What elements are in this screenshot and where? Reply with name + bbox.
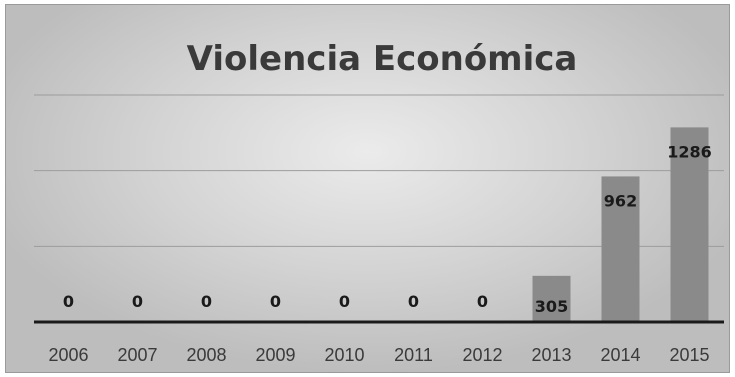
- x-tick-2012: 2012: [462, 345, 502, 365]
- x-tick-2007: 2007: [117, 345, 157, 365]
- bar-2015: [670, 127, 709, 322]
- data-label-2015: 1286: [667, 142, 712, 161]
- data-label-2006: 0: [63, 292, 74, 311]
- bar-2014: [601, 176, 640, 322]
- data-label-2007: 0: [132, 292, 143, 311]
- x-tick-2011: 2011: [394, 345, 433, 365]
- x-tick-2008: 2008: [186, 345, 226, 365]
- chart-title: Violencia Económica: [187, 39, 578, 79]
- bar-chart: Violencia Económica 0 0 0 0 0 0 0 305 962 1286 20…: [34, 39, 724, 365]
- chart-frame: Violencia Económica 0 0 0 0 0 0 0 305 962 1286 20…: [5, 4, 730, 373]
- data-label-2012: 0: [477, 292, 488, 311]
- x-tick-labels: 2006 2007 2008 2009 2010 2011 2012 2013 2014 2015: [48, 345, 709, 365]
- data-label-2014: 962: [604, 191, 637, 210]
- x-tick-2014: 2014: [600, 345, 640, 365]
- data-label-2010: 0: [339, 292, 350, 311]
- x-tick-2013: 2013: [531, 345, 571, 365]
- x-tick-2015: 2015: [669, 345, 709, 365]
- x-tick-2006: 2006: [48, 345, 88, 365]
- data-label-2011: 0: [408, 292, 419, 311]
- data-label-2013: 305: [535, 297, 568, 316]
- x-tick-2010: 2010: [324, 345, 364, 365]
- bars: [532, 127, 709, 322]
- bar-2013: [532, 275, 571, 322]
- x-tick-2009: 2009: [255, 345, 295, 365]
- data-labels: 0 0 0 0 0 0 0 305 962 1286: [63, 142, 712, 316]
- data-label-2009: 0: [270, 292, 281, 311]
- data-label-2008: 0: [201, 292, 212, 311]
